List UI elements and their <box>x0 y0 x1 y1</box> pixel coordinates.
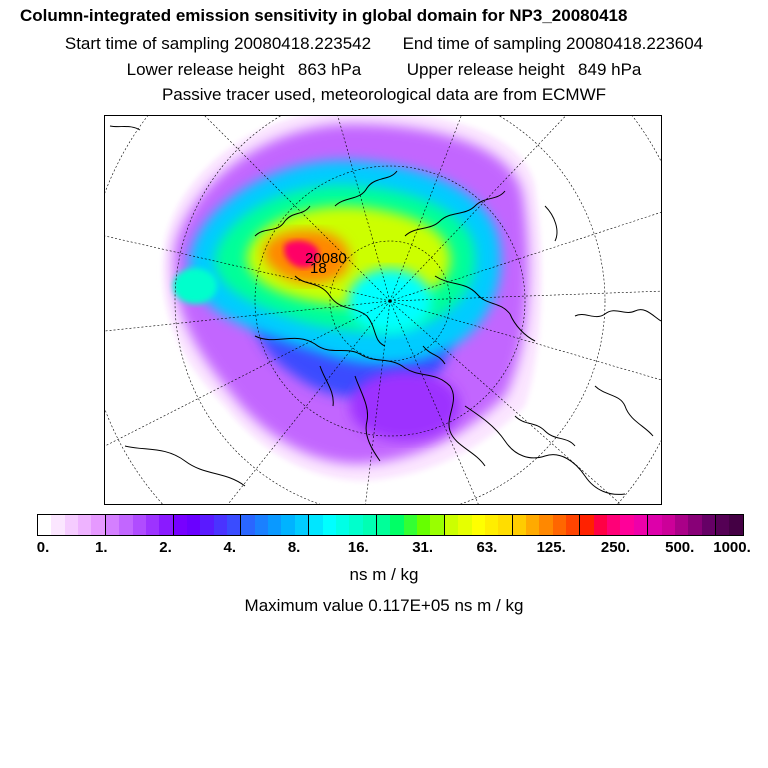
colorbar-segment <box>349 515 363 535</box>
sampling-times: Start time of sampling 20080418.223542 E… <box>0 34 768 54</box>
lower-release-label: Lower release height <box>126 60 285 79</box>
map-label-1: 20080 <box>305 250 347 267</box>
colorbar-segment <box>648 515 662 535</box>
colorbar-segment <box>213 515 228 535</box>
page-title: Column-integrated emission sensitivity i… <box>20 6 628 25</box>
coastlines <box>109 125 661 495</box>
colorbar-segment <box>715 515 730 535</box>
sensitivity-field <box>163 116 542 481</box>
colorbar-segment <box>458 515 472 535</box>
receptor-labels: 20080 18 <box>305 250 347 277</box>
polar-map: 20080 18 <box>104 115 662 505</box>
colorbar-segment <box>294 515 310 535</box>
colorbar-segment <box>132 515 146 535</box>
colorbar-segment <box>484 515 499 535</box>
end-time-value: 20080418.223604 <box>566 34 704 53</box>
colorbar-segment <box>78 515 92 535</box>
map-label-2: 18 <box>310 260 327 277</box>
tracer-note: Passive tracer used, meteorological data… <box>161 85 607 104</box>
colorbar-segment <box>119 515 133 535</box>
start-time-label: Start time of sampling <box>64 34 230 53</box>
colorbar-segment <box>281 515 295 535</box>
map-svg: 20080 18 <box>105 116 661 504</box>
colorbar-segment <box>241 515 255 535</box>
colorbar-tick-label: 16. <box>347 539 369 556</box>
colorbar-tick-label: 8. <box>287 539 301 556</box>
colorbar-tick-label: 31. <box>412 539 434 556</box>
colorbar-segment <box>159 515 174 535</box>
colorbar-segment <box>430 515 445 535</box>
colorbar-segment <box>38 515 52 535</box>
colorbar-tick-label: 63. <box>476 539 498 556</box>
colorbar-segment <box>200 515 214 535</box>
start-time-value: 20080418.223542 <box>234 34 372 53</box>
colorbar-segment <box>633 515 649 535</box>
colorbar-segment <box>254 515 269 535</box>
colorbar-segment <box>268 515 282 535</box>
colorbar-segment <box>674 515 689 535</box>
colorbar-segment <box>444 515 459 535</box>
upper-release-value: 849 hPa <box>578 60 642 79</box>
colorbar-segment <box>471 515 485 535</box>
colorbar-segment <box>607 515 621 535</box>
colorbar-tick-label: 250. <box>600 539 631 556</box>
colorbar-tick-label: 4. <box>223 539 237 556</box>
upper-release-label: Upper release height <box>406 60 565 79</box>
colorbar-segment <box>552 515 567 535</box>
colorbar-segment <box>539 515 553 535</box>
colorbar <box>37 514 744 536</box>
colorbar-segment <box>729 515 743 535</box>
colorbar-segment <box>376 515 391 535</box>
colorbar-segment <box>620 515 634 535</box>
end-time-label: End time of sampling <box>402 34 562 53</box>
colorbar-segment <box>593 515 608 535</box>
colorbar-tick-label: 125. <box>536 539 566 556</box>
lower-release-value: 863 hPa <box>297 60 362 79</box>
colorbar-segment <box>227 515 242 535</box>
graticule <box>105 116 661 504</box>
colorbar-segment <box>145 515 160 535</box>
colorbar-segment <box>186 515 201 535</box>
colorbar-segment <box>498 515 513 535</box>
colorbar-segment <box>173 515 187 535</box>
colorbar-ticks: 0. 1. 2. 4. 8. 16. 31. 63. 125. 250. 500. 1000. <box>0 539 768 559</box>
colorbar-segment <box>322 515 336 535</box>
colorbar-segment <box>309 515 323 535</box>
colorbar-segment <box>390 515 404 535</box>
colorbar-segment <box>105 515 120 535</box>
colorbar-segment <box>661 515 675 535</box>
colorbar-segment <box>335 515 350 535</box>
colorbar-segment <box>51 515 65 535</box>
colorbar-units: ns m / kg <box>349 565 419 584</box>
colorbar-segment <box>566 515 581 535</box>
colorbar-segment <box>525 515 540 535</box>
colorbar-segment <box>362 515 377 535</box>
colorbar-segment <box>64 515 79 535</box>
colorbar-tick-label: 0. <box>36 539 50 556</box>
colorbar-segment <box>91 515 106 535</box>
release-heights: Lower release height 863 hPa Upper relea… <box>0 60 768 80</box>
max-value: Maximum value 0.117E+05 ns m / kg <box>244 596 524 615</box>
colorbar-segment <box>688 515 702 535</box>
colorbar-tick-label: 2. <box>159 539 172 556</box>
colorbar-tick-label: 1. <box>95 539 108 556</box>
colorbar-segment <box>403 515 418 535</box>
colorbar-segment <box>580 515 594 535</box>
colorbar-segment <box>512 515 526 535</box>
colorbar-tick-label: 1000. <box>713 539 751 556</box>
colorbar-segment <box>417 515 431 535</box>
colorbar-segment <box>701 515 716 535</box>
colorbar-tick-label: 500. <box>665 539 695 556</box>
